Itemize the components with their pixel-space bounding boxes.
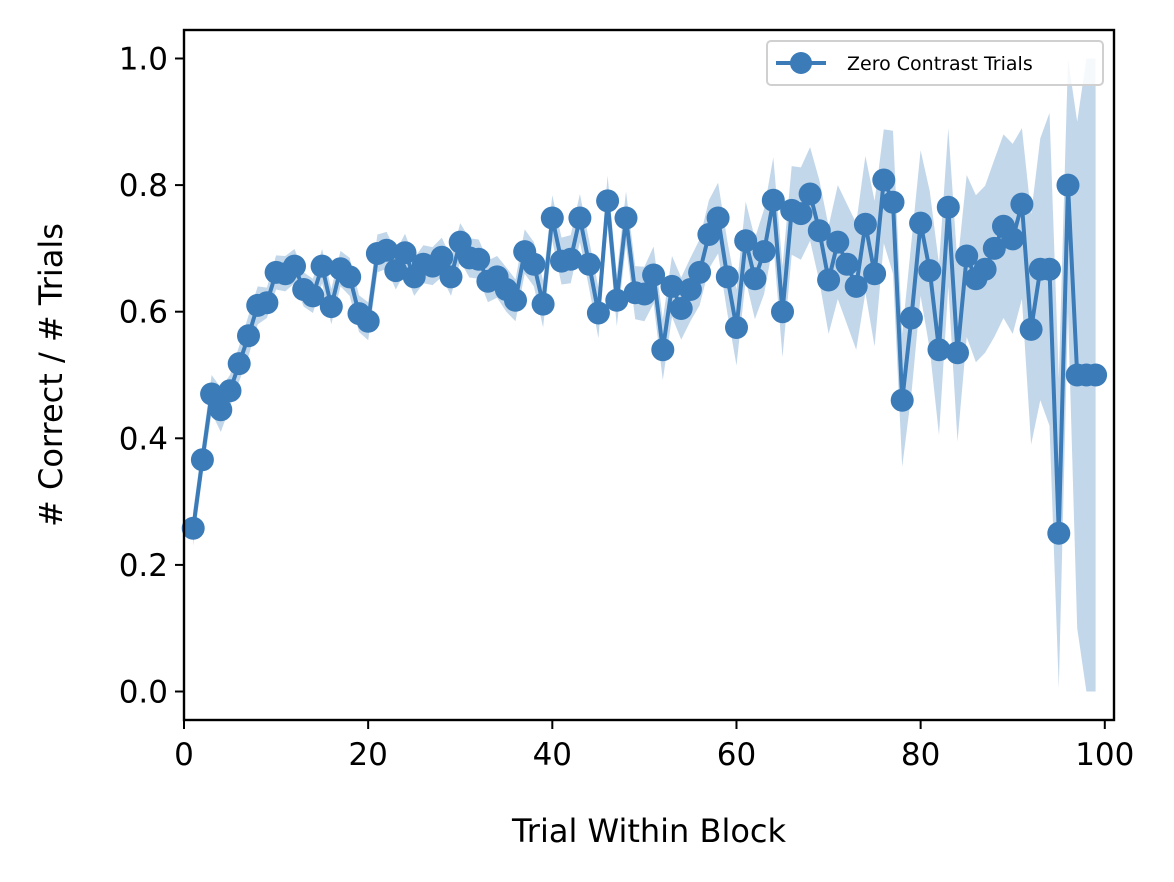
data-point (918, 259, 942, 283)
data-point (817, 268, 841, 292)
data-point (651, 338, 675, 362)
data-point (1056, 173, 1080, 197)
y-tick-label: 0.8 (119, 168, 168, 204)
y-tick-label: 0.4 (119, 421, 168, 457)
data-point (190, 448, 214, 472)
data-point (771, 300, 794, 324)
data-point (881, 190, 905, 214)
data-point (734, 229, 758, 253)
data-point (1047, 521, 1071, 545)
data-point (227, 352, 251, 376)
data-point (899, 306, 923, 330)
data-point (678, 278, 702, 301)
data-point (1019, 317, 1043, 341)
series-markers (181, 168, 1108, 545)
data-point (439, 265, 463, 289)
data-point (890, 388, 914, 412)
data-point (752, 240, 776, 264)
data-point (872, 168, 896, 192)
data-point (531, 292, 555, 316)
data-point (669, 297, 693, 320)
data-point (1010, 192, 1034, 216)
data-point (568, 206, 592, 230)
data-point (982, 236, 1006, 260)
x-tick-label: 40 (533, 737, 572, 773)
data-point (973, 257, 997, 281)
x-tick-label: 80 (901, 737, 940, 773)
x-tick-label: 60 (717, 737, 756, 773)
data-point (310, 254, 334, 278)
data-point (1001, 227, 1025, 251)
y-axis-label: # Correct / # Trials (32, 223, 70, 527)
data-point (835, 252, 859, 276)
plot-area (181, 58, 1108, 692)
x-tick-label: 20 (348, 737, 387, 773)
data-point (209, 398, 233, 422)
data-point (706, 206, 730, 230)
data-point (384, 259, 408, 283)
data-point (504, 288, 527, 312)
data-point (955, 244, 979, 268)
data-point (660, 274, 684, 298)
data-point (853, 212, 877, 236)
data-point (946, 341, 969, 365)
data-point (338, 265, 362, 289)
data-point (807, 219, 831, 243)
data-point (393, 241, 417, 265)
data-point (375, 238, 399, 262)
confidence-band (193, 58, 1096, 692)
data-point (237, 324, 260, 348)
x-tick-label: 0 (174, 737, 194, 773)
data-point (936, 195, 960, 219)
data-point (863, 262, 887, 286)
data-point (356, 309, 380, 333)
legend: Zero Contrast Trials (766, 40, 1104, 86)
data-point (715, 265, 739, 289)
data-point (181, 516, 205, 540)
data-point (632, 282, 656, 306)
data-point (642, 263, 666, 287)
data-point (826, 230, 850, 254)
y-tick-label: 0.6 (119, 295, 168, 331)
data-point (319, 295, 343, 319)
y-tick-label: 0.2 (119, 548, 168, 584)
data-point (1038, 257, 1061, 281)
legend-box (766, 40, 1104, 86)
data-point (218, 379, 242, 403)
y-tick-label: 1.0 (119, 41, 168, 77)
data-point (596, 189, 620, 213)
data-point (789, 202, 813, 226)
data-point (909, 211, 933, 235)
data-point (467, 247, 491, 271)
data-point (540, 206, 564, 230)
data-point (577, 252, 601, 276)
data-point (301, 284, 325, 308)
data-point (844, 274, 868, 298)
data-point (1084, 363, 1108, 387)
data-point (688, 260, 712, 284)
x-axis-label: Trial Within Block (511, 812, 787, 850)
y-axis-ticks: 0.0 0.2 0.4 0.6 0.8 1.0 (119, 41, 184, 711)
data-point (614, 206, 638, 230)
data-point (522, 252, 546, 276)
data-point (743, 267, 767, 291)
data-point (283, 254, 306, 278)
x-axis-ticks: 0 20 40 60 80 100 (174, 720, 1134, 773)
data-point (798, 182, 822, 206)
legend-label: Zero Contrast Trials (847, 53, 1033, 75)
data-point (255, 291, 279, 315)
y-tick-label: 0.0 (119, 675, 168, 711)
data-point (559, 247, 583, 271)
data-point (725, 316, 748, 339)
data-point (586, 301, 610, 325)
data-point (430, 245, 454, 269)
data-point (605, 288, 629, 312)
data-point (927, 338, 951, 362)
legend-marker-swatch (790, 52, 812, 74)
x-tick-label: 100 (1075, 737, 1134, 773)
data-point (761, 188, 785, 212)
axes-frame (182, 28, 1116, 722)
